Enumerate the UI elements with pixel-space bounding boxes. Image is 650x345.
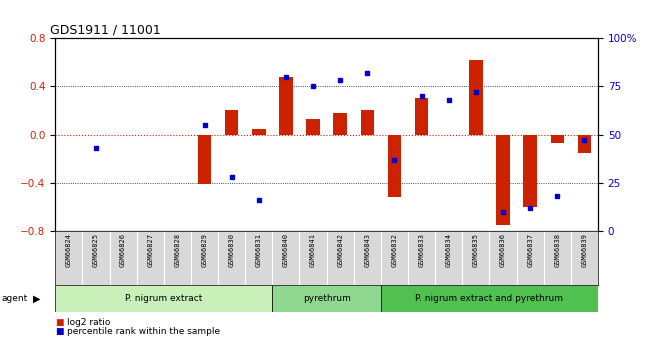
Text: pyrethrum: pyrethrum [303, 294, 350, 303]
FancyBboxPatch shape [272, 285, 381, 312]
Text: GSM66840: GSM66840 [283, 233, 289, 267]
Text: percentile rank within the sample: percentile rank within the sample [67, 327, 220, 336]
Bar [415, 98, 428, 135]
Bar [551, 135, 564, 143]
Text: ▶: ▶ [32, 294, 40, 303]
Bar [578, 135, 592, 152]
Bar [252, 128, 266, 135]
Text: GSM66833: GSM66833 [419, 233, 424, 267]
Text: GSM66830: GSM66830 [229, 233, 235, 267]
Text: GSM66842: GSM66842 [337, 233, 343, 267]
Bar [469, 60, 483, 135]
Text: GDS1911 / 11001: GDS1911 / 11001 [50, 24, 161, 37]
Text: GSM66834: GSM66834 [446, 233, 452, 267]
Text: GSM66827: GSM66827 [148, 233, 153, 267]
Text: GSM66837: GSM66837 [527, 233, 533, 267]
Text: GSM66826: GSM66826 [120, 233, 126, 267]
Bar [198, 135, 211, 184]
Text: P. nigrum extract and pyrethrum: P. nigrum extract and pyrethrum [415, 294, 564, 303]
Text: GSM66832: GSM66832 [391, 233, 397, 267]
Text: log2 ratio: log2 ratio [67, 318, 111, 327]
Bar [333, 113, 347, 135]
Text: GSM66829: GSM66829 [202, 233, 207, 267]
Text: GSM66843: GSM66843 [365, 233, 370, 267]
FancyBboxPatch shape [381, 285, 598, 312]
Text: GSM66841: GSM66841 [310, 233, 316, 267]
Text: GSM66831: GSM66831 [256, 233, 262, 267]
Bar [306, 119, 320, 135]
Bar [496, 135, 510, 225]
Text: ■: ■ [55, 318, 64, 327]
Text: agent: agent [1, 294, 27, 303]
Text: GSM66828: GSM66828 [174, 233, 180, 267]
Text: GSM66825: GSM66825 [93, 233, 99, 267]
Text: GSM66824: GSM66824 [66, 233, 72, 267]
Text: GSM66835: GSM66835 [473, 233, 479, 267]
Text: ■: ■ [55, 327, 64, 336]
FancyBboxPatch shape [55, 285, 272, 312]
Text: GSM66836: GSM66836 [500, 233, 506, 267]
Text: P. nigrum extract: P. nigrum extract [125, 294, 203, 303]
Text: GSM66839: GSM66839 [582, 233, 588, 267]
Text: GSM66838: GSM66838 [554, 233, 560, 267]
Bar [225, 110, 239, 135]
Bar [387, 135, 401, 197]
Bar [279, 77, 293, 135]
Bar [523, 135, 537, 207]
Bar [361, 110, 374, 135]
